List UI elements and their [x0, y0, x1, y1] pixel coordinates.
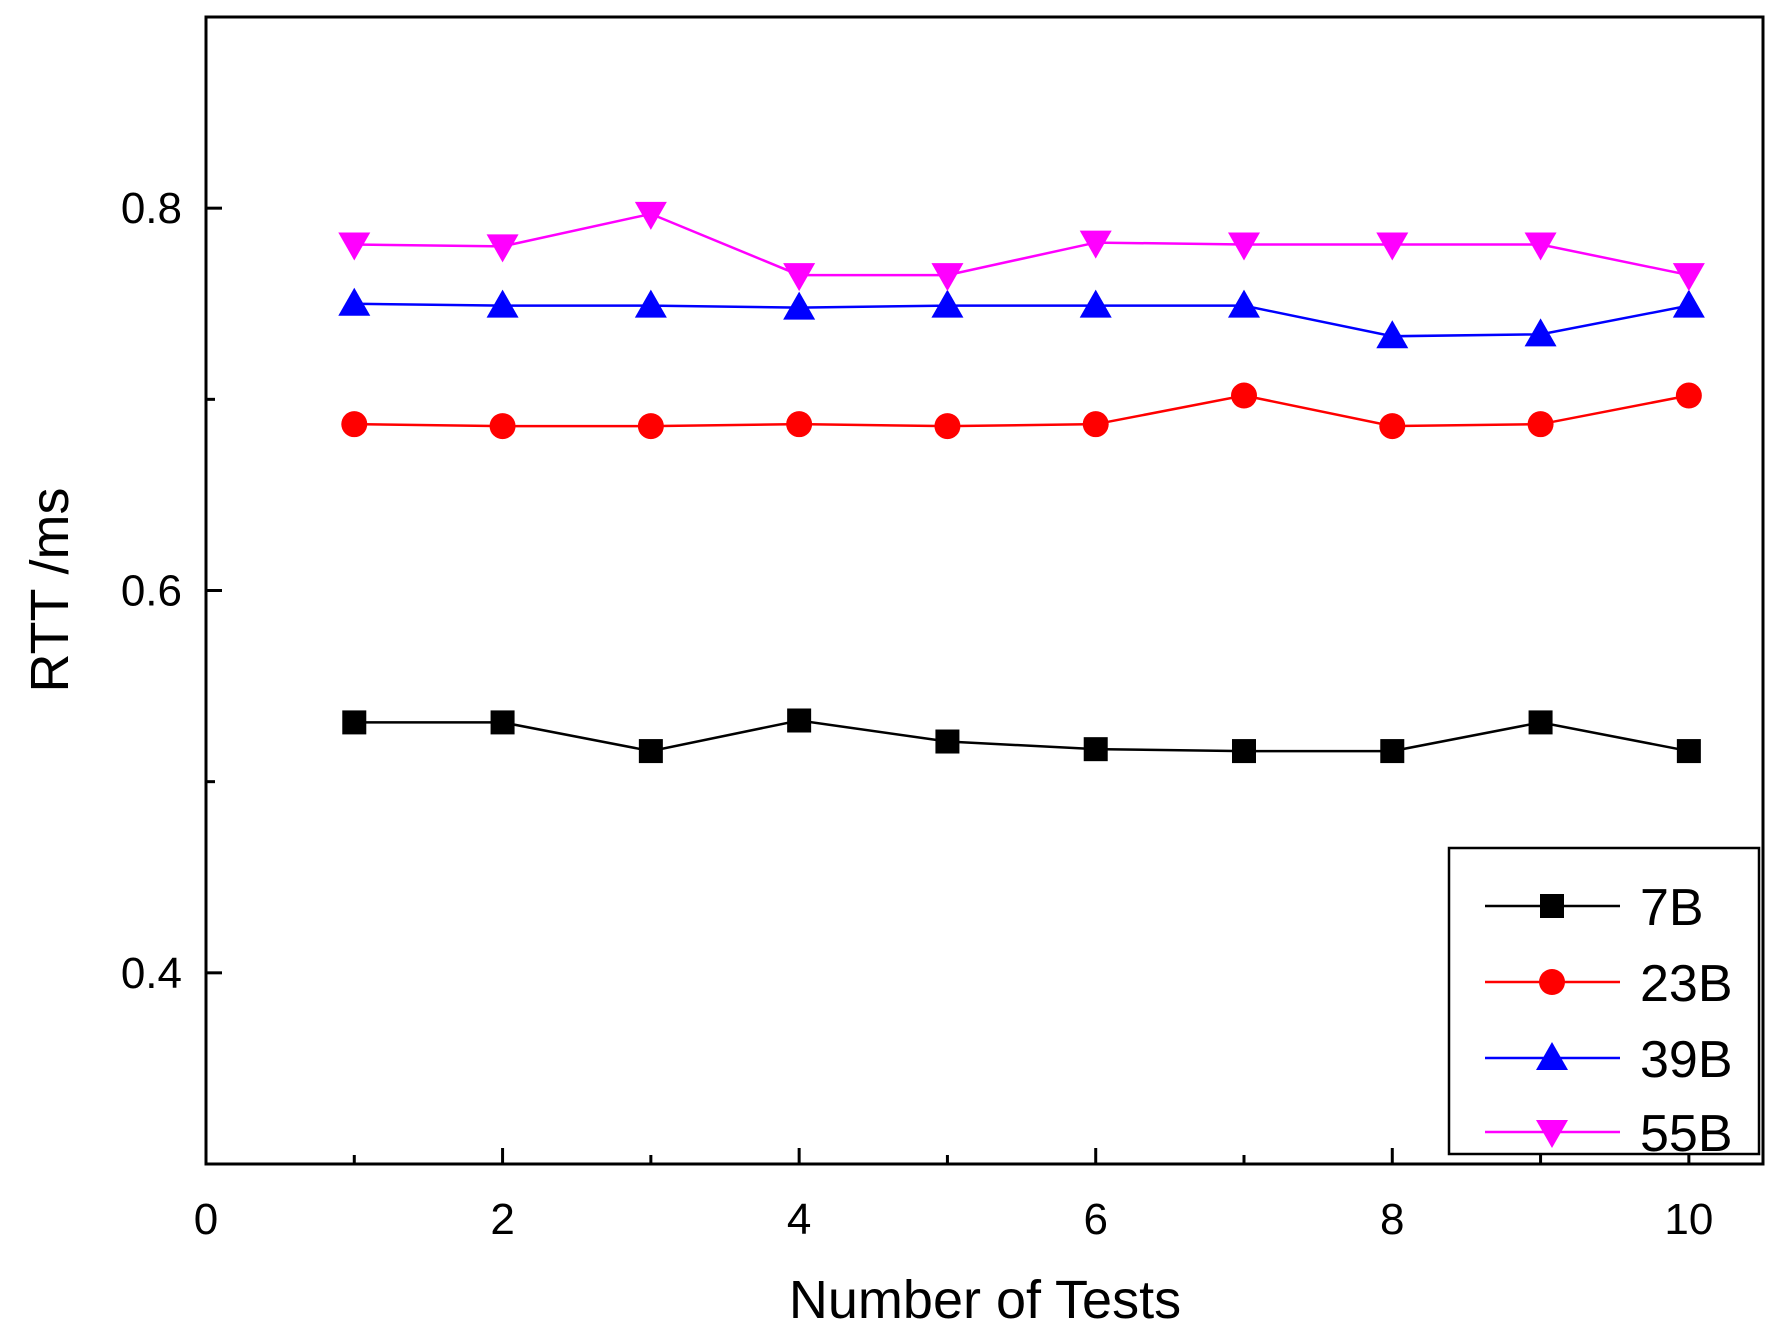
- data-point-23B: [489, 413, 516, 440]
- data-point-39B: [338, 287, 371, 316]
- data-point-7B: [1528, 710, 1553, 735]
- legend-label: 7B: [1640, 879, 1704, 937]
- data-point-23B: [1231, 382, 1257, 409]
- data-point-55B: [338, 232, 371, 261]
- y-tick-label: 0.8: [121, 184, 182, 233]
- x-tick-label: 0: [194, 1195, 218, 1244]
- data-point-39B: [1228, 289, 1260, 318]
- data-point-23B: [341, 411, 368, 438]
- data-point-39B: [486, 289, 519, 318]
- data-point-55B: [634, 201, 667, 230]
- series-line-55B: [354, 212, 1690, 277]
- legend-item-39B: 39B: [1485, 1031, 1733, 1089]
- series-line-7B: [354, 719, 1690, 753]
- series-line-23B: [354, 394, 1690, 428]
- legend-box: [1447, 846, 1761, 1156]
- y-axis-title: RTT /ms: [20, 487, 80, 692]
- legend-item-55B: 55B: [1485, 1105, 1733, 1163]
- data-point-55B: [1228, 232, 1260, 261]
- y-tick-label: 0.6: [121, 567, 182, 616]
- data-point-39B: [634, 289, 667, 318]
- data-point-55B: [1079, 230, 1112, 259]
- data-point-55B: [1524, 232, 1557, 261]
- legend-item-7B: 7B: [1485, 879, 1704, 937]
- data-point-7B: [1083, 737, 1108, 762]
- data-point-55B: [931, 263, 964, 292]
- data-point-55B: [783, 263, 816, 292]
- x-tick-label: 4: [787, 1195, 811, 1244]
- data-point-39B: [1672, 289, 1705, 318]
- x-tick-label: 10: [1664, 1195, 1713, 1244]
- legend-label: 39B: [1640, 1031, 1733, 1089]
- series-7B: [342, 708, 1701, 764]
- data-point-39B: [1524, 318, 1557, 347]
- series-layer: [338, 201, 1705, 764]
- x-tick-label: 8: [1380, 1195, 1404, 1244]
- data-point-39B: [783, 291, 816, 320]
- legend-label: 23B: [1640, 955, 1733, 1013]
- data-point-7B: [342, 710, 367, 735]
- legend-marker: [1539, 969, 1565, 995]
- data-point-55B: [486, 234, 519, 263]
- data-point-7B: [935, 729, 960, 754]
- data-point-23B: [1675, 382, 1702, 409]
- data-point-55B: [1672, 263, 1705, 292]
- data-point-39B: [1376, 320, 1409, 349]
- data-point-23B: [1379, 413, 1406, 440]
- series-39B: [338, 287, 1705, 349]
- data-point-23B: [637, 413, 664, 440]
- series-55B: [338, 201, 1705, 292]
- legend-label: 55B: [1640, 1105, 1733, 1163]
- series-line-39B: [354, 302, 1690, 338]
- legend-marker: [1536, 1042, 1568, 1070]
- x-axis-title: Number of Tests: [789, 1270, 1181, 1330]
- data-point-55B: [1376, 232, 1409, 261]
- legend: 7B 23B 39B 55B: [1447, 846, 1761, 1163]
- data-point-23B: [1527, 411, 1554, 438]
- data-point-7B: [1232, 739, 1256, 764]
- axes: 0 2 4 6 8 10 0.4 0.6 0.8: [121, 184, 1714, 1244]
- x-tick-label: 6: [1083, 1195, 1107, 1244]
- data-point-7B: [638, 739, 663, 764]
- data-point-7B: [1380, 739, 1405, 764]
- x-tick-label: 2: [490, 1195, 514, 1244]
- legend-marker: [1540, 894, 1564, 918]
- data-point-7B: [787, 708, 812, 733]
- data-point-39B: [1079, 289, 1112, 318]
- data-point-39B: [931, 289, 964, 318]
- data-point-23B: [1082, 411, 1109, 438]
- data-point-7B: [490, 710, 515, 735]
- data-point-23B: [934, 413, 961, 440]
- legend-item-23B: 23B: [1485, 955, 1733, 1013]
- legend-marker: [1536, 1120, 1568, 1148]
- data-point-23B: [786, 411, 813, 438]
- y-tick-label: 0.4: [121, 949, 182, 998]
- data-point-7B: [1676, 739, 1701, 764]
- series-23B: [341, 382, 1702, 440]
